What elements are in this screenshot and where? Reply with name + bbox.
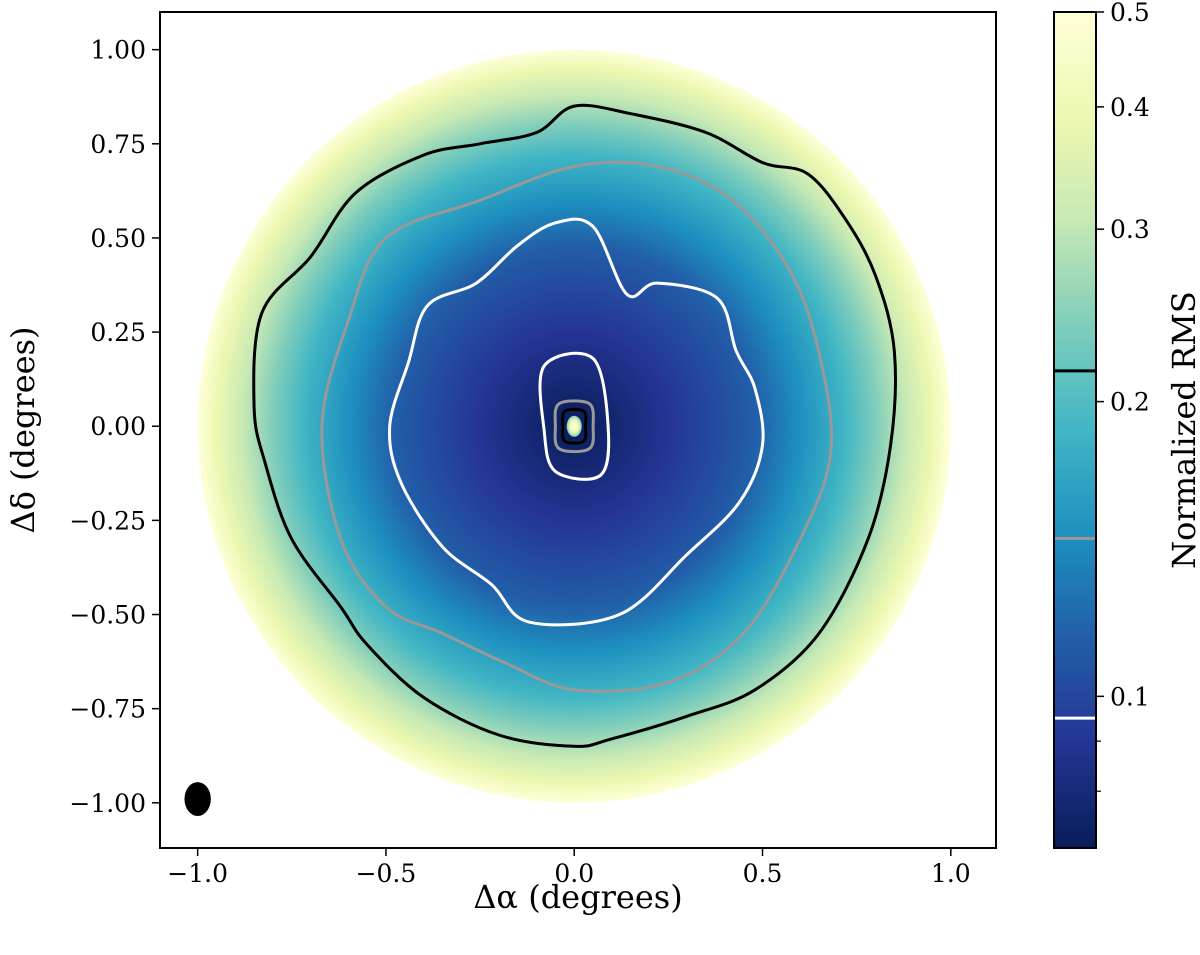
plot-area [184, 49, 951, 816]
y-axis-label: Δδ (degrees) [4, 326, 42, 533]
white-contour-inner-ring [538, 351, 611, 481]
x-tick-label: 0.5 [743, 859, 783, 888]
colorbar-frame [1053, 11, 1097, 849]
colorbar-tick-label: 0.3 [1110, 215, 1150, 244]
black-contour-inner-ring [561, 407, 588, 445]
x-tick-label: 0.0 [554, 859, 594, 888]
colorbar-ticks: 0.1 0.2 0.3 0.4 0.5 [1096, 0, 1150, 792]
x-tick-label: −1.0 [167, 859, 228, 888]
black-contour-outer-ring [252, 103, 897, 748]
y-tick-label: 0.00 [90, 412, 146, 441]
y-tick-label: −0.75 [69, 695, 146, 724]
colorbar-label: Normalized RMS [1165, 291, 1200, 569]
y-tick-label: −0.50 [69, 601, 146, 630]
x-tick-label: 1.0 [931, 859, 971, 888]
plot-frame [159, 11, 997, 849]
y-tick-label: 0.75 [90, 130, 146, 159]
x-axis-label: Δα (degrees) [473, 878, 682, 916]
colorbar-tick-label: 0.5 [1110, 0, 1150, 27]
white-contour-outer-ring [387, 217, 765, 627]
y-axis: 1.00 0.75 0.50 0.25 0.00 −0.25 −0.50 −0.75 −1.00 [69, 36, 160, 818]
colorbar-scale [1054, 12, 1096, 848]
y-tick-label: 0.50 [90, 224, 146, 253]
colorbar-tick-label: 0.2 [1110, 388, 1150, 417]
central-source-spot [566, 415, 582, 437]
y-tick-label: −0.25 [69, 506, 146, 535]
gray-contour-outer-ring [320, 160, 834, 693]
colorbar-tick-label: 0.4 [1110, 93, 1150, 122]
colorbar-contour-levels [1054, 369, 1096, 720]
contour-layer [252, 103, 897, 748]
x-tick-label: −0.5 [356, 859, 417, 888]
x-axis: −1.0 −0.5 0.0 0.5 1.0 [167, 848, 971, 888]
gray-contour-inner-ring [553, 399, 595, 454]
y-tick-label: 0.25 [90, 318, 146, 347]
y-tick-label: 1.00 [90, 36, 146, 65]
colorbar: 0.1 0.2 0.3 0.4 0.5 Normalized RMS [1053, 0, 1200, 849]
beam-ellipse [184, 782, 211, 816]
y-tick-label: −1.00 [69, 789, 146, 818]
colorbar-tick-label: 0.1 [1110, 682, 1150, 711]
